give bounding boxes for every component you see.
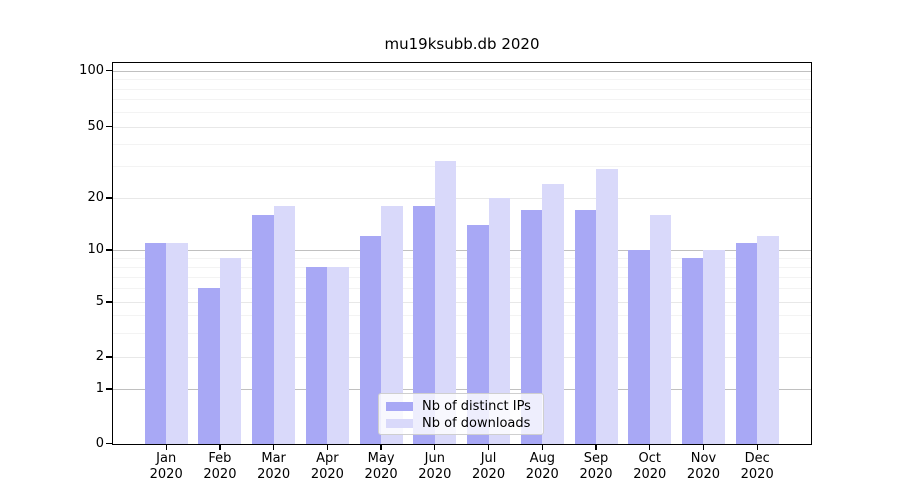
gridline-minor <box>113 166 811 168</box>
y-tick-label-2: 2 <box>95 349 104 364</box>
y-tick-mark-100 <box>106 69 112 72</box>
legend-row-distinct-ips: Nb of distinct IPs <box>386 398 536 415</box>
x-tick-mark-may <box>380 445 382 450</box>
gridline-10 <box>113 250 811 251</box>
gridline-100 <box>113 70 811 72</box>
x-tick-label-dec: Dec 2020 <box>740 451 774 482</box>
x-tick-label-jun: Jun 2020 <box>418 451 452 482</box>
bar-nb-of-distinct-ips-jan <box>144 242 167 444</box>
gridline-50 <box>113 126 811 128</box>
x-tick-label-feb: Feb 2020 <box>203 451 237 482</box>
bar-nb-of-distinct-ips-oct <box>628 250 650 444</box>
legend-swatch-downloads <box>386 419 413 428</box>
gridline-5 <box>113 302 811 303</box>
x-tick-label-jul: Jul 2020 <box>472 451 506 482</box>
bar-nb-of-distinct-ips-feb <box>198 288 220 444</box>
x-tick-mark-feb <box>219 445 221 450</box>
x-tick-mark-aug <box>541 445 543 450</box>
bar-nb-of-downloads-mar <box>273 205 296 444</box>
legend-row-downloads: Nb of downloads <box>386 415 536 432</box>
y-tick-mark-2 <box>106 356 112 358</box>
x-tick-label-mar: Mar 2020 <box>257 451 291 482</box>
legend-label-distinct-ips: Nb of distinct IPs <box>422 399 531 414</box>
x-tick-mark-mar <box>273 445 275 450</box>
bar-nb-of-downloads-jul <box>488 198 511 444</box>
gridline-minor <box>113 288 811 290</box>
gridline-minor <box>113 88 811 90</box>
bar-nb-of-distinct-ips-apr <box>305 266 328 444</box>
y-tick-label-10: 10 <box>87 242 104 257</box>
y-tick-mark-20 <box>106 197 112 199</box>
x-tick-mark-dec <box>756 445 758 450</box>
gridline-minor <box>113 315 811 317</box>
y-tick-mark-50 <box>106 125 112 128</box>
y-tick-mark-5 <box>106 301 112 303</box>
y-tick-label-5: 5 <box>95 294 104 309</box>
bar-nb-of-downloads-jan <box>166 242 188 444</box>
x-tick-mark-nov <box>702 445 705 450</box>
bar-nb-of-distinct-ips-sep <box>574 210 597 444</box>
x-tick-mark-jun <box>434 445 436 450</box>
legend: Nb of distinct IPs Nb of downloads <box>378 393 544 435</box>
bar-nb-of-downloads-apr <box>327 266 349 444</box>
bar-nb-of-distinct-ips-nov <box>681 257 704 444</box>
legend-swatch-distinct-ips <box>386 402 413 411</box>
bar-nb-of-distinct-ips-jul <box>467 224 489 444</box>
y-tick-mark-1 <box>106 388 112 390</box>
gridline-minor <box>113 276 811 278</box>
bar-nb-of-downloads-aug <box>542 183 564 444</box>
gridline-minor <box>113 332 811 334</box>
x-tick-label-aug: Aug 2020 <box>525 451 559 482</box>
chart-title: mu19ksubb.db 2020 <box>384 35 540 53</box>
x-tick-mark-sep <box>595 445 597 450</box>
bar-nb-of-downloads-dec <box>757 236 779 444</box>
y-tick-label-20: 20 <box>87 190 104 205</box>
gridline-minor <box>113 111 811 113</box>
bar-nb-of-distinct-ips-mar <box>252 214 274 444</box>
x-tick-label-nov: Nov 2020 <box>686 451 721 482</box>
y-tick-label-100: 100 <box>79 62 104 78</box>
gridline-minor <box>113 143 811 145</box>
y-tick-label-50: 50 <box>87 118 104 134</box>
gridline-minor <box>113 99 811 101</box>
x-tick-mark-jul <box>487 445 490 450</box>
x-tick-label-sep: Sep 2020 <box>579 451 613 482</box>
x-tick-label-may: May 2020 <box>364 451 398 482</box>
bar-nb-of-distinct-ips-may <box>359 236 382 444</box>
bar-nb-of-downloads-nov <box>703 250 725 444</box>
bar-nb-of-downloads-oct <box>649 214 672 444</box>
y-tick-mark-0 <box>106 442 112 445</box>
plot-area <box>113 63 811 444</box>
gridline-minor <box>113 79 811 80</box>
x-tick-label-jan: Jan 2020 <box>149 451 183 482</box>
legend-label-downloads: Nb of downloads <box>422 416 531 431</box>
x-tick-mark-jan <box>165 445 167 450</box>
bar-nb-of-distinct-ips-aug <box>520 210 543 444</box>
gridline-minor <box>113 266 811 268</box>
gridline-2 <box>113 357 811 358</box>
x-tick-mark-oct <box>649 445 651 450</box>
y-tick-label-0: 0 <box>95 435 104 451</box>
y-tick-mark-10 <box>106 249 112 251</box>
bar-nb-of-downloads-sep <box>596 169 618 444</box>
x-tick-mark-apr <box>326 445 329 450</box>
bar-nb-of-downloads-may <box>381 205 403 444</box>
bar-nb-of-downloads-feb <box>219 257 242 444</box>
bar-nb-of-distinct-ips-jun <box>413 205 435 444</box>
bar-nb-of-distinct-ips-dec <box>735 242 758 444</box>
bar-nb-of-downloads-jun <box>434 161 457 444</box>
gridline-minor <box>113 257 811 259</box>
y-tick-label-1: 1 <box>95 381 104 396</box>
x-tick-label-apr: Apr 2020 <box>310 451 344 482</box>
x-tick-label-oct: Oct 2020 <box>633 451 667 482</box>
gridline-1 <box>113 389 811 390</box>
gridline-20 <box>113 198 811 199</box>
